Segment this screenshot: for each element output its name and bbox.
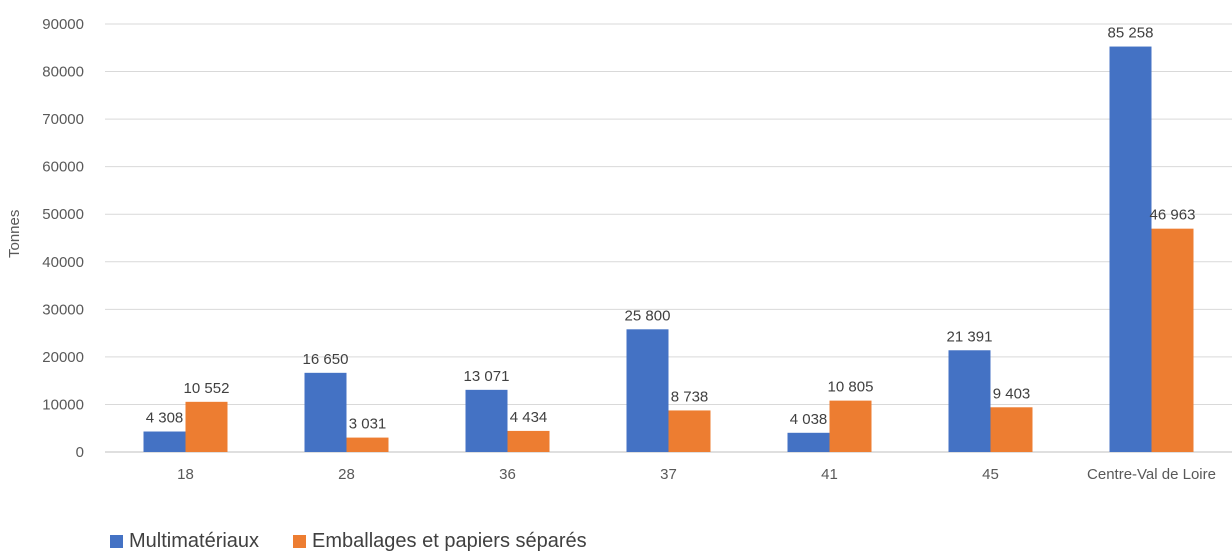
data-label: 16 650	[303, 351, 349, 368]
x-tick-label: Centre-Val de Loire	[1087, 466, 1216, 483]
x-tick-label: 36	[499, 466, 516, 483]
data-label: 21 391	[947, 328, 993, 345]
y-tick-label: 10000	[42, 396, 84, 413]
y-tick-label: 50000	[42, 206, 84, 223]
y-tick-label: 20000	[42, 349, 84, 366]
bar-emballages	[185, 401, 228, 452]
legend-label-emballages: Emballages et papiers séparés	[312, 530, 587, 552]
data-label: 4 038	[790, 411, 828, 428]
data-label: 46 963	[1150, 207, 1196, 224]
y-tick-label: 0	[76, 444, 84, 461]
bar-emballages	[1151, 228, 1194, 452]
bar-multimateriaux	[948, 350, 991, 452]
legend-label-multimateriaux: Multimatériaux	[129, 530, 260, 552]
y-tick-label: 60000	[42, 159, 84, 176]
bar-multimateriaux	[787, 432, 830, 452]
bar-emballages	[990, 407, 1033, 452]
y-tick-label: 70000	[42, 111, 84, 128]
bar-multimateriaux	[465, 389, 508, 452]
bar-emballages	[668, 410, 711, 452]
legend-swatch-emballages	[293, 535, 307, 548]
y-tick-label: 30000	[42, 301, 84, 318]
data-label: 4 308	[146, 410, 184, 427]
data-label: 8 738	[671, 388, 709, 405]
data-label: 10 805	[828, 379, 874, 396]
y-tick-label: 40000	[42, 254, 84, 271]
data-label: 85 258	[1108, 25, 1154, 42]
bar-multimateriaux	[1109, 46, 1152, 453]
legend-item-emballages: Emballages et papiers séparés	[293, 530, 587, 553]
data-label: 25 800	[625, 307, 671, 324]
x-tick-label: 18	[177, 466, 194, 483]
data-label: 3 031	[349, 416, 387, 433]
data-label: 9 403	[993, 385, 1031, 402]
x-tick-label: 41	[821, 466, 838, 483]
data-label: 10 552	[184, 380, 230, 397]
bar-emballages	[829, 400, 872, 452]
legend-item-multimateriaux: Multimatériaux	[110, 530, 259, 553]
x-tick-label: 37	[660, 466, 677, 483]
bar-emballages	[346, 437, 389, 452]
y-tick-label: 80000	[42, 64, 84, 81]
x-tick-label: 28	[338, 466, 355, 483]
bar-multimateriaux	[304, 372, 347, 452]
bar-multimateriaux	[626, 329, 669, 452]
y-tick-label: 90000	[42, 16, 84, 33]
data-label: 4 434	[510, 409, 548, 426]
x-tick-label: 45	[982, 466, 999, 483]
legend: Multimatériaux Emballages et papiers sép…	[110, 530, 587, 553]
legend-swatch-multimateriaux	[110, 535, 123, 548]
bar-emballages	[507, 430, 550, 452]
bar-multimateriaux	[143, 431, 186, 452]
data-label: 13 071	[464, 368, 510, 385]
